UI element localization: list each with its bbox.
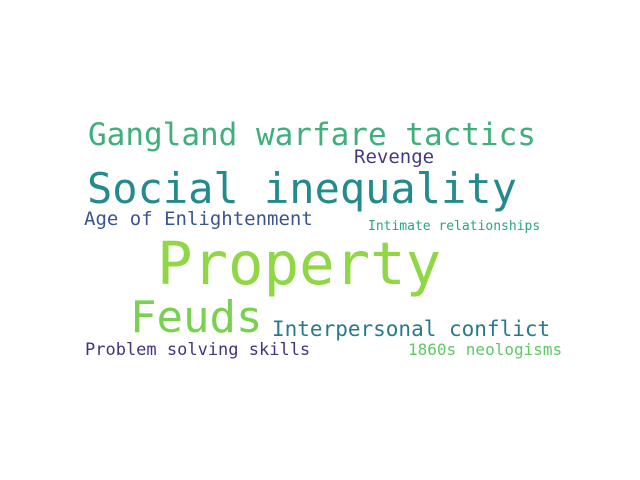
word-feuds: Feuds [130,292,263,343]
word-social-inequality: Social inequality [87,164,517,213]
word-gangland-warfare-tactics: Gangland warfare tactics [88,117,536,153]
word-interpersonal-conflict: Interpersonal conflict [272,317,551,341]
word-age-of-enlightenment: Age of Enlightenment [84,208,313,230]
word-intimate-relationships: Intimate relationships [368,219,541,234]
word-revenge: Revenge [354,146,435,168]
word-1860s-neologisms: 1860s neologisms [408,340,563,359]
word-property: Property [157,229,442,298]
word-problem-solving-skills: Problem solving skills [85,340,311,360]
